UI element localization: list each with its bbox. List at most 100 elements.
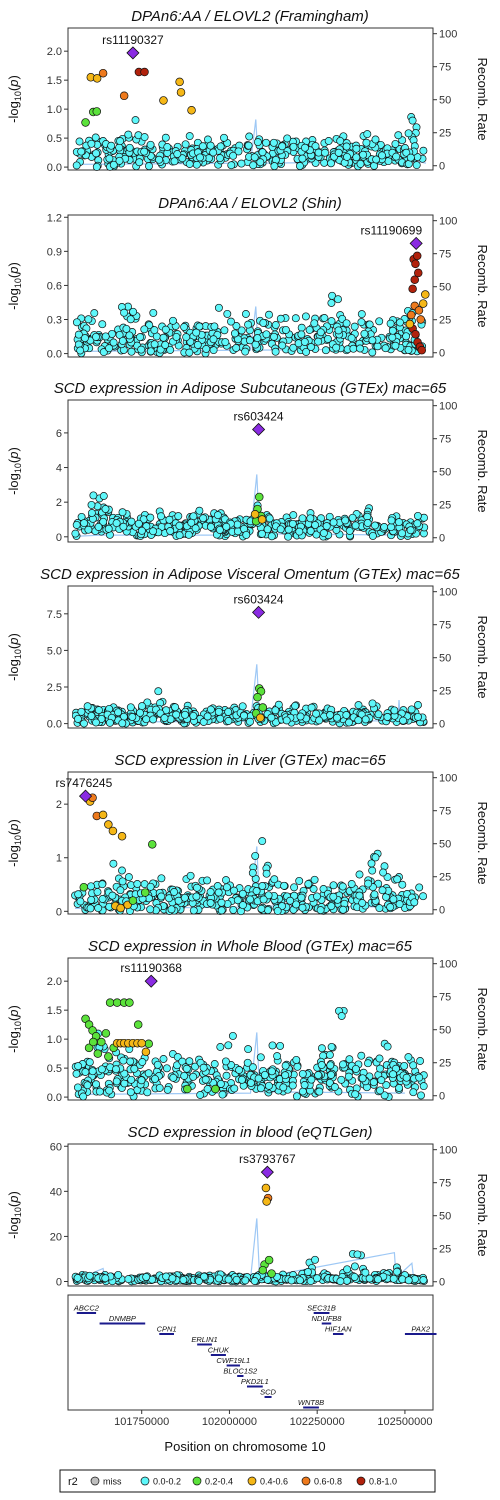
snp-point [395,1084,404,1092]
snp-point [230,329,239,338]
y-tick-label: 0.9 [47,246,62,258]
snp-point [268,1041,277,1050]
snp-point [357,310,366,319]
panel-title: SCD expression in blood (eQTLGen) [127,1124,372,1141]
legend-item-label: 0.6-0.8 [314,1477,342,1487]
snp-point [201,1075,210,1084]
panels: DPAn6:AA / ELOVL2 (Framingham) 0.0 0.5 1.0 1… [6,8,490,1289]
snp-point [395,518,403,527]
snp-point [409,1088,418,1097]
snp-point [288,519,297,528]
snp-point [307,343,315,351]
recomb-tick-label: 0 [439,348,445,360]
snp-point [251,851,260,860]
snp-point [146,347,155,356]
y-tick-label: 1.5 [47,1005,62,1017]
snp-point [92,1080,101,1089]
snp-point [302,347,311,356]
snp-point-ld [414,306,424,315]
snp-point [107,141,116,150]
snp-point [370,890,379,899]
snp-point [180,893,189,902]
legend-swatch [140,1476,150,1486]
snp-point [242,530,251,539]
legend-item-label: miss [103,1477,122,1487]
snp-point [297,893,306,902]
legend-swatch [192,1476,202,1486]
snp-point [295,162,304,170]
recomb-tick-label: 0 [439,1277,445,1289]
snp-point [209,148,218,157]
legend-box [59,1469,436,1493]
snp-point [185,132,194,141]
snp-point [290,883,299,892]
snp-point [359,150,368,159]
snp-point [167,905,176,914]
y-tick-label: 0 [56,532,62,544]
snp-point [216,154,224,163]
snp-point [289,343,298,352]
snp-point [363,519,372,527]
snp-point [169,1073,178,1082]
snp-point [334,148,343,157]
snp-point [342,711,351,719]
gene-label: CWF19L1 [216,1356,250,1365]
snp-point-ld [119,91,129,101]
gene-label: SEC31B [307,1304,336,1313]
snp-point [391,341,400,350]
snp-point [87,711,96,720]
snp-point [419,1082,428,1091]
snp-point-ld [211,1084,220,1094]
y-tick-label: 2 [56,799,62,811]
recomb-tick-label: 50 [439,467,451,479]
snp-point-ld [408,284,417,294]
snp-point [417,1091,425,1100]
snp-point [213,882,222,890]
snp-point [126,1088,135,1097]
snp-point [180,323,189,331]
snp-point [172,332,181,341]
snp-point [395,900,404,909]
snp-point [297,330,306,339]
snp-point [163,143,172,151]
snp-point [353,1250,362,1259]
snp-point [199,1063,208,1072]
snp-point [281,325,290,334]
snp-point [394,131,403,140]
snp-point-ld [253,693,262,702]
snp-point [237,1075,246,1084]
snp-point [129,307,138,316]
snp-point [263,906,272,915]
snp-point [377,1076,386,1085]
snp-point [224,717,233,725]
snp-point [342,142,351,151]
snp-point [165,515,174,524]
snp-point [140,147,149,156]
recomb-tick-label: 25 [439,686,451,698]
snp-point [77,147,86,156]
snp-point [92,718,100,727]
snp-point [214,888,223,897]
recomb-tick-label: 25 [439,872,451,884]
snp-point [389,895,398,904]
snp-point [105,1086,114,1095]
snp-point [413,519,422,528]
snp-point [127,1075,136,1084]
snp-point [214,707,223,716]
snp-point [74,714,82,723]
snp-point [402,1073,411,1082]
snp-point [278,341,287,350]
snp-point [118,508,127,517]
snp-point [127,347,136,356]
snp-point [404,1276,413,1285]
snp-point [80,519,89,528]
snp-point [317,1061,326,1069]
snp-point [136,708,144,717]
gene-label: WNT8B [298,1398,324,1407]
snp-point [199,718,208,726]
snp-point [304,880,313,888]
snp-point [178,154,187,163]
snp-point [189,906,198,915]
snp-point [327,902,336,911]
snp-point [311,1255,319,1264]
